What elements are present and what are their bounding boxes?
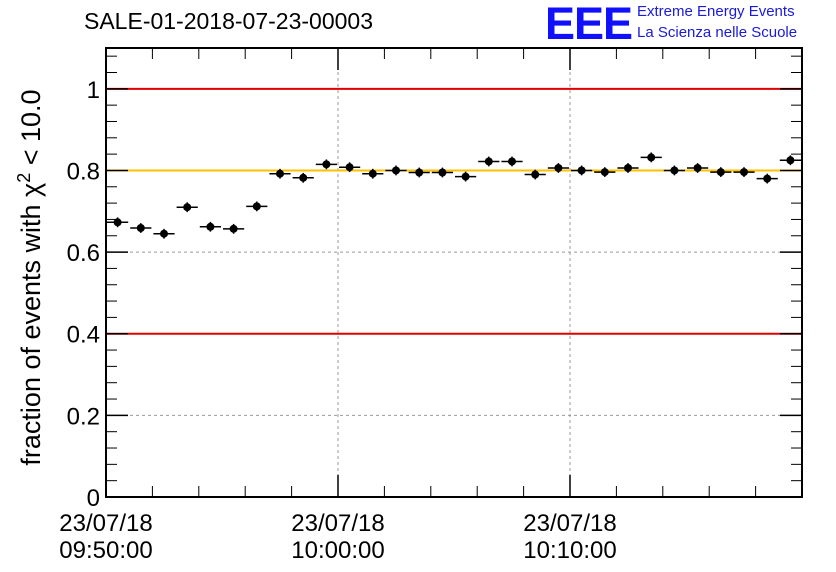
data-marker xyxy=(740,168,748,177)
chart-title: SALE-01-2018-07-23-00003 xyxy=(84,8,373,34)
data-marker xyxy=(299,173,308,182)
data-point xyxy=(756,173,778,184)
data-point xyxy=(617,163,639,173)
data-marker xyxy=(160,229,168,238)
data-marker xyxy=(438,168,447,177)
data-point xyxy=(339,162,361,173)
data-point xyxy=(362,168,384,179)
y-axis: 0 0.2 0.4 0.6 0.8 1 xyxy=(67,55,802,512)
y-axis-label-tail: < 10.0 xyxy=(16,89,46,172)
data-marker xyxy=(345,163,354,172)
eee-logo: EEE xyxy=(545,0,633,49)
data-point xyxy=(130,223,152,233)
data-point xyxy=(223,223,245,234)
data-marker xyxy=(136,224,145,233)
y-tick-label: 0 xyxy=(87,485,100,512)
data-marker xyxy=(183,203,192,212)
x-tick-label-date: 23/07/18 xyxy=(291,510,384,537)
data-point xyxy=(501,156,523,167)
data-marker xyxy=(647,153,656,162)
data-point xyxy=(176,202,198,213)
data-point xyxy=(640,152,662,163)
y-tick-label: 0.6 xyxy=(67,240,100,267)
y-axis-label-sup: 2 xyxy=(14,173,34,183)
y-tick-label: 1 xyxy=(87,77,100,104)
data-point xyxy=(385,165,407,176)
data-marker xyxy=(415,168,424,177)
data-marker xyxy=(554,164,563,173)
x-tick-label-date: 23/07/18 xyxy=(523,510,616,537)
data-marker xyxy=(670,166,679,175)
data-marker xyxy=(276,169,284,178)
data-point xyxy=(107,217,129,228)
data-point xyxy=(733,167,755,177)
data-marker xyxy=(763,174,772,183)
data-point xyxy=(687,163,709,173)
data-marker xyxy=(252,202,261,211)
data-marker xyxy=(508,157,516,166)
data-marker xyxy=(392,166,400,175)
data-marker xyxy=(113,218,122,227)
data-marker xyxy=(229,224,238,233)
x-tick-label-date: 23/07/18 xyxy=(59,510,152,537)
data-point xyxy=(524,169,546,180)
data-point xyxy=(779,155,801,166)
data-marker xyxy=(624,164,632,173)
y-tick-label: 0.8 xyxy=(67,158,100,185)
data-marker xyxy=(693,164,702,173)
reference-lines xyxy=(106,87,802,335)
grid-lines xyxy=(106,48,802,497)
x-tick-label-time: 10:00:00 xyxy=(291,537,384,564)
data-point xyxy=(315,159,337,170)
logo-tagline-2: La Scienza nelle Scuole xyxy=(637,24,798,41)
data-marker xyxy=(206,222,215,231)
data-point xyxy=(292,172,314,183)
data-point xyxy=(571,165,593,176)
y-tick-label: 0.4 xyxy=(67,322,100,349)
data-point xyxy=(478,156,500,167)
data-point xyxy=(269,168,291,179)
data-point xyxy=(199,221,221,232)
data-point xyxy=(710,167,732,177)
x-tick-label-time: 10:10:00 xyxy=(523,537,616,564)
data-marker xyxy=(600,168,609,177)
data-points xyxy=(107,152,801,239)
data-point xyxy=(547,163,569,173)
data-point xyxy=(408,167,430,178)
data-marker xyxy=(322,160,331,169)
y-axis-label: fraction of events with χ2 < 10.0 xyxy=(14,89,46,465)
data-marker xyxy=(577,166,586,175)
data-marker xyxy=(484,157,493,166)
data-point xyxy=(431,167,453,178)
data-marker xyxy=(531,170,540,179)
data-point xyxy=(594,167,616,177)
data-marker xyxy=(716,168,725,177)
data-point xyxy=(246,201,268,212)
plot-frame xyxy=(105,47,803,498)
data-marker xyxy=(368,169,377,178)
data-marker xyxy=(786,156,795,165)
data-point xyxy=(153,228,175,239)
x-axis: 23/07/1809:50:0023/07/1810:00:0023/07/18… xyxy=(59,48,757,564)
data-marker xyxy=(461,172,470,181)
data-point xyxy=(455,171,477,182)
y-tick-label: 0.2 xyxy=(67,403,100,430)
y-axis-label-main: fraction of events with χ xyxy=(16,183,46,466)
logo-tagline-1: Extreme Energy Events xyxy=(637,3,795,20)
x-tick-label-time: 09:50:00 xyxy=(59,537,152,564)
data-point xyxy=(663,165,685,176)
